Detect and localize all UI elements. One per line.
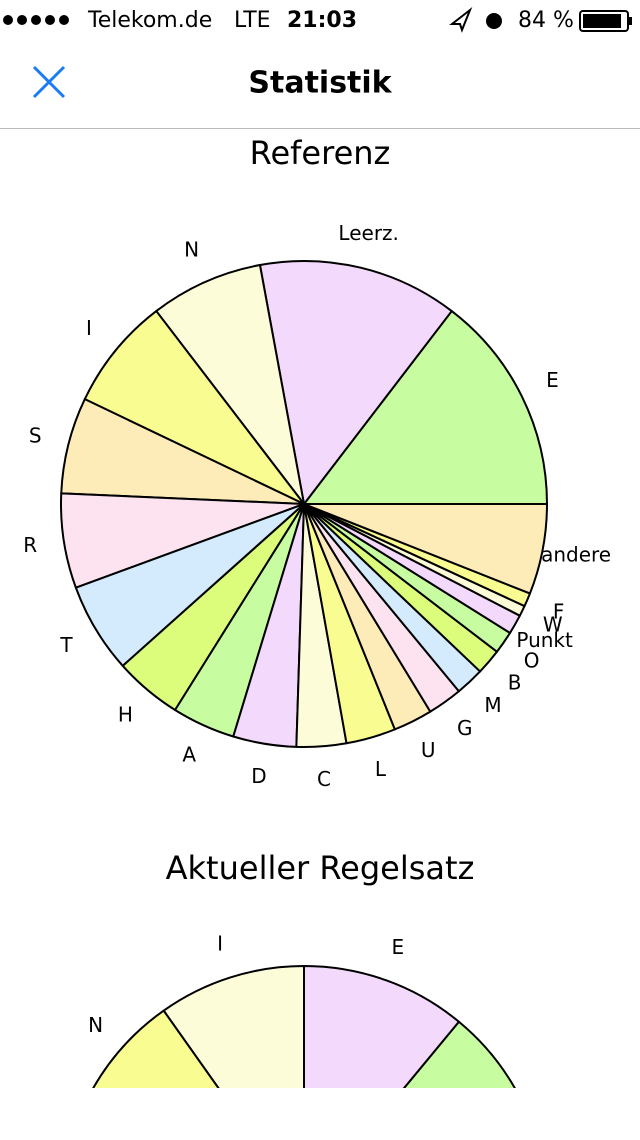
slice-label: O xyxy=(524,648,540,672)
slice-label: N xyxy=(88,1013,103,1037)
slice-label: S xyxy=(29,423,42,447)
slice-label: andere xyxy=(541,542,611,566)
slice-label: M xyxy=(484,693,501,717)
pie-slice xyxy=(155,264,305,505)
pie-slice xyxy=(258,260,453,505)
slice-label: E xyxy=(392,935,405,959)
slice-label: G xyxy=(457,716,473,740)
slice-label: A xyxy=(182,743,196,767)
pie-slice xyxy=(303,503,548,595)
pie-slice xyxy=(303,965,460,1088)
battery-tip xyxy=(629,17,632,25)
slice-label: E xyxy=(546,368,559,392)
nav-bar: Statistik xyxy=(0,66,640,129)
chart-title: Aktueller Regelsatz xyxy=(166,849,475,887)
alarm-icon xyxy=(486,13,502,29)
slice-label: D xyxy=(251,764,266,788)
slice-label: U xyxy=(421,738,436,762)
pie-slice xyxy=(303,310,548,505)
slice-label: I xyxy=(217,932,223,956)
slice-label: N xyxy=(184,237,199,261)
time: 21:03 xyxy=(287,8,357,33)
pie-slice xyxy=(83,310,305,505)
slice-label: B xyxy=(508,670,522,694)
slice-label: L xyxy=(375,757,387,781)
pie-slice xyxy=(92,1009,220,1088)
battery-level xyxy=(583,14,621,28)
signal-dots xyxy=(3,15,69,25)
battery-icon xyxy=(579,10,629,32)
slice-label: H xyxy=(118,702,133,726)
close-button[interactable] xyxy=(32,65,66,99)
pie-slice xyxy=(162,965,305,1088)
slice-label: W xyxy=(543,612,563,636)
slice-label: R xyxy=(23,533,37,557)
chart-title: Referenz xyxy=(250,134,391,172)
slice-label: I xyxy=(86,316,92,340)
slice-label: C xyxy=(317,767,331,791)
slice-label: Punkt xyxy=(516,628,573,652)
pie-slice xyxy=(402,1020,516,1088)
carrier: Telekom.de xyxy=(87,8,212,33)
slice-label: Leerz. xyxy=(338,221,398,245)
slice-label: T xyxy=(59,633,73,657)
content: Referenz E Leerz. N I S R T H A D C L UGMBOPunktWFand… xyxy=(23,134,611,1088)
network: LTE xyxy=(234,8,271,33)
slice-label: F xyxy=(553,600,565,624)
nav-title: Statistik xyxy=(248,66,392,101)
battery-text: 84 % xyxy=(518,8,574,33)
status-bar: Telekom.de LTE 21:03 84 % xyxy=(3,6,632,33)
location-icon xyxy=(449,6,473,33)
